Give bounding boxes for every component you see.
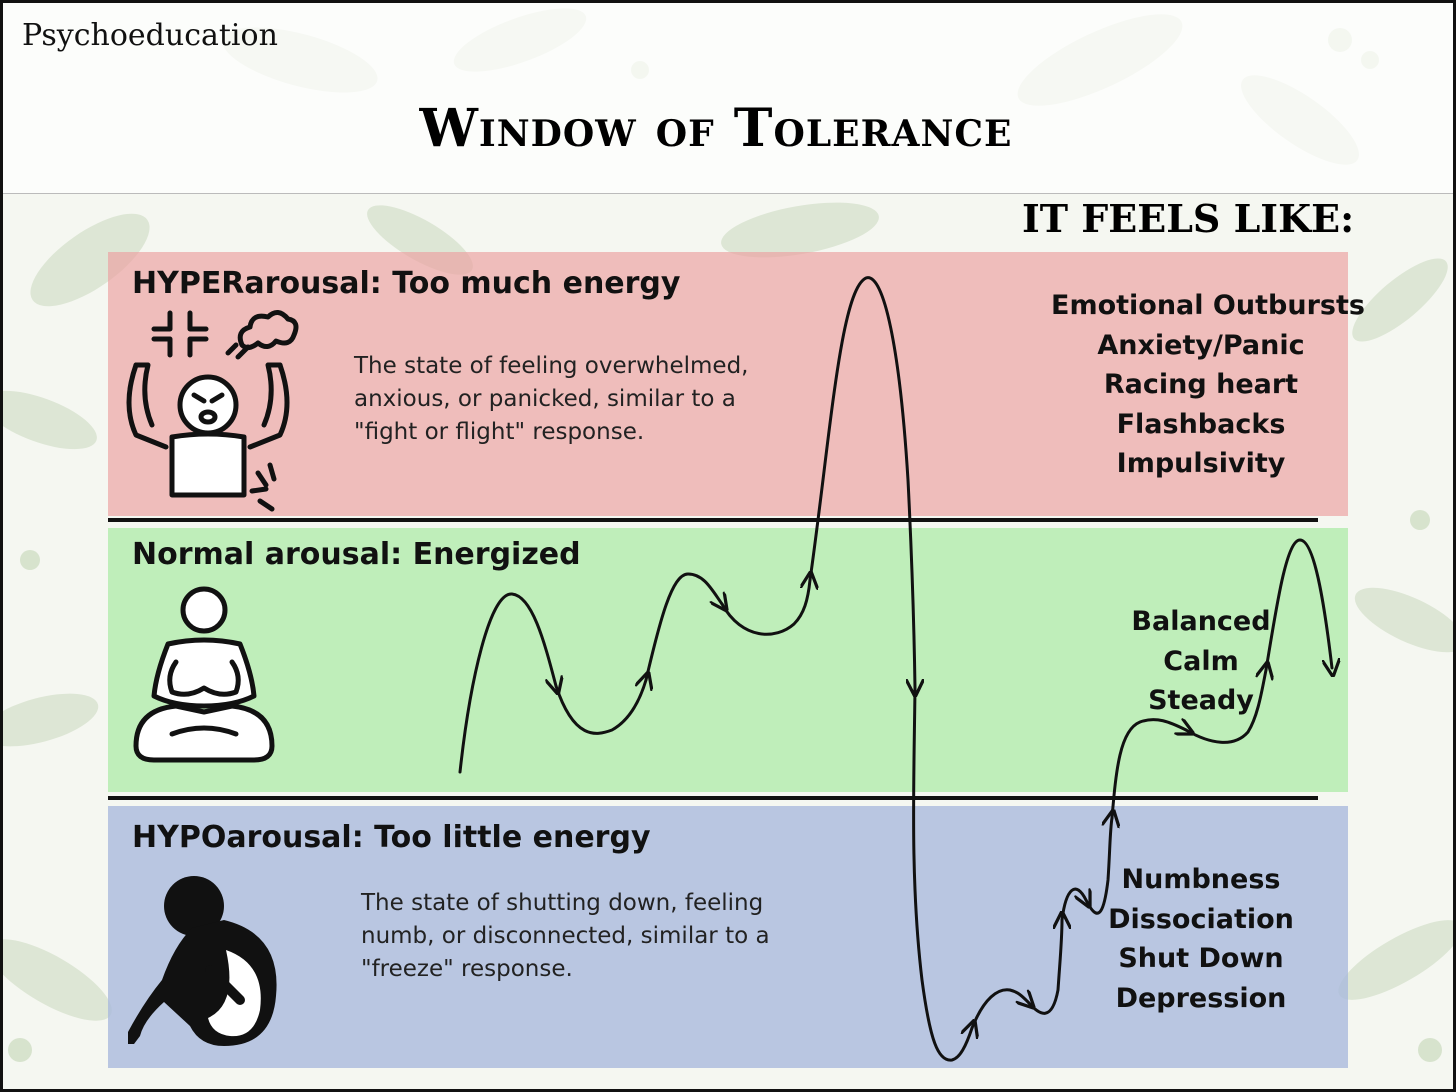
feeling-item: Shut Down	[1118, 943, 1284, 974]
normal-title: Normal arousal: Energized	[132, 537, 581, 572]
feeling-item: Depression	[1115, 982, 1287, 1014]
upper-divider	[108, 518, 1318, 522]
feeling-item: Anxiety/Panic	[1097, 329, 1305, 361]
feels-heading: IT FEELS LIKE:	[1022, 196, 1355, 241]
hypo-feelings: Numbness Dissociation Shut Down Depressi…	[1051, 860, 1351, 1018]
hyper-title: HYPERarousal: Too much energy	[132, 266, 681, 301]
lower-divider	[108, 796, 1318, 800]
feeling-item: Balanced	[1131, 606, 1271, 637]
section-label: Psychoeducation	[22, 18, 278, 53]
curled-up-person-icon	[128, 876, 277, 1046]
hyper-description: The state of feeling overwhelmed, anxiou…	[354, 353, 749, 445]
meditating-person-icon	[133, 586, 275, 763]
hyperarousal-zone	[108, 252, 1348, 516]
feeling-item: Numbness	[1121, 864, 1281, 895]
angry-person-icon	[126, 310, 299, 512]
hypo-title: HYPOarousal: Too little energy	[132, 820, 651, 855]
normal-feelings: Balanced Calm Steady	[1051, 602, 1351, 721]
feeling-item: Dissociation	[1108, 903, 1294, 935]
feeling-item: Impulsivity	[1116, 448, 1286, 479]
feeling-item: Emotional Outbursts	[1051, 290, 1365, 321]
feeling-item: Flashbacks	[1116, 408, 1286, 440]
feeling-item: Racing heart	[1103, 369, 1299, 400]
hyper-feelings: Emotional Outbursts Anxiety/Panic Racing…	[1051, 286, 1365, 484]
hypo-description: The state of shutting down, feeling numb…	[361, 890, 770, 982]
feeling-item: Calm	[1163, 645, 1239, 677]
feeling-item: Steady	[1148, 685, 1254, 716]
page-title: Window of Tolerance	[419, 98, 1013, 159]
header-band	[3, 3, 1453, 194]
hypoarousal-zone	[108, 806, 1348, 1068]
